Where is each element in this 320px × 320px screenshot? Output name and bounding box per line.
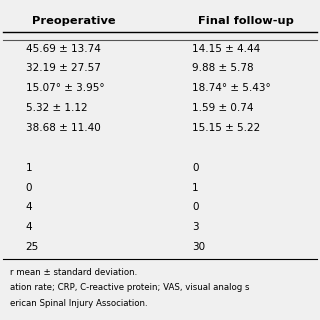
- Text: 38.68 ± 11.40: 38.68 ± 11.40: [26, 123, 100, 133]
- Text: 1.59 ± 0.74: 1.59 ± 0.74: [192, 103, 253, 113]
- Text: 18.74° ± 5.43°: 18.74° ± 5.43°: [192, 83, 271, 93]
- Text: r mean ± standard deviation.: r mean ± standard deviation.: [10, 268, 137, 277]
- Text: 15.15 ± 5.22: 15.15 ± 5.22: [192, 123, 260, 133]
- Text: Final follow-up: Final follow-up: [198, 16, 294, 26]
- Text: 25: 25: [26, 242, 39, 252]
- Text: 0: 0: [192, 202, 198, 212]
- Text: 30: 30: [192, 242, 205, 252]
- Text: 4: 4: [26, 202, 32, 212]
- Text: 32.19 ± 27.57: 32.19 ± 27.57: [26, 63, 100, 74]
- Text: 0: 0: [192, 163, 198, 173]
- Text: erican Spinal Injury Association.: erican Spinal Injury Association.: [10, 299, 147, 308]
- Text: 5.32 ± 1.12: 5.32 ± 1.12: [26, 103, 87, 113]
- Text: 4: 4: [26, 222, 32, 232]
- Text: Preoperative: Preoperative: [32, 16, 116, 26]
- Text: 1: 1: [192, 182, 199, 193]
- Text: 15.07° ± 3.95°: 15.07° ± 3.95°: [26, 83, 104, 93]
- Text: ation rate; CRP, C-reactive protein; VAS, visual analog s: ation rate; CRP, C-reactive protein; VAS…: [10, 284, 249, 292]
- Text: 14.15 ± 4.44: 14.15 ± 4.44: [192, 44, 260, 54]
- Text: 3: 3: [192, 222, 199, 232]
- Text: 1: 1: [26, 163, 32, 173]
- Text: 0: 0: [26, 182, 32, 193]
- Text: 45.69 ± 13.74: 45.69 ± 13.74: [26, 44, 100, 54]
- Text: 9.88 ± 5.78: 9.88 ± 5.78: [192, 63, 254, 74]
